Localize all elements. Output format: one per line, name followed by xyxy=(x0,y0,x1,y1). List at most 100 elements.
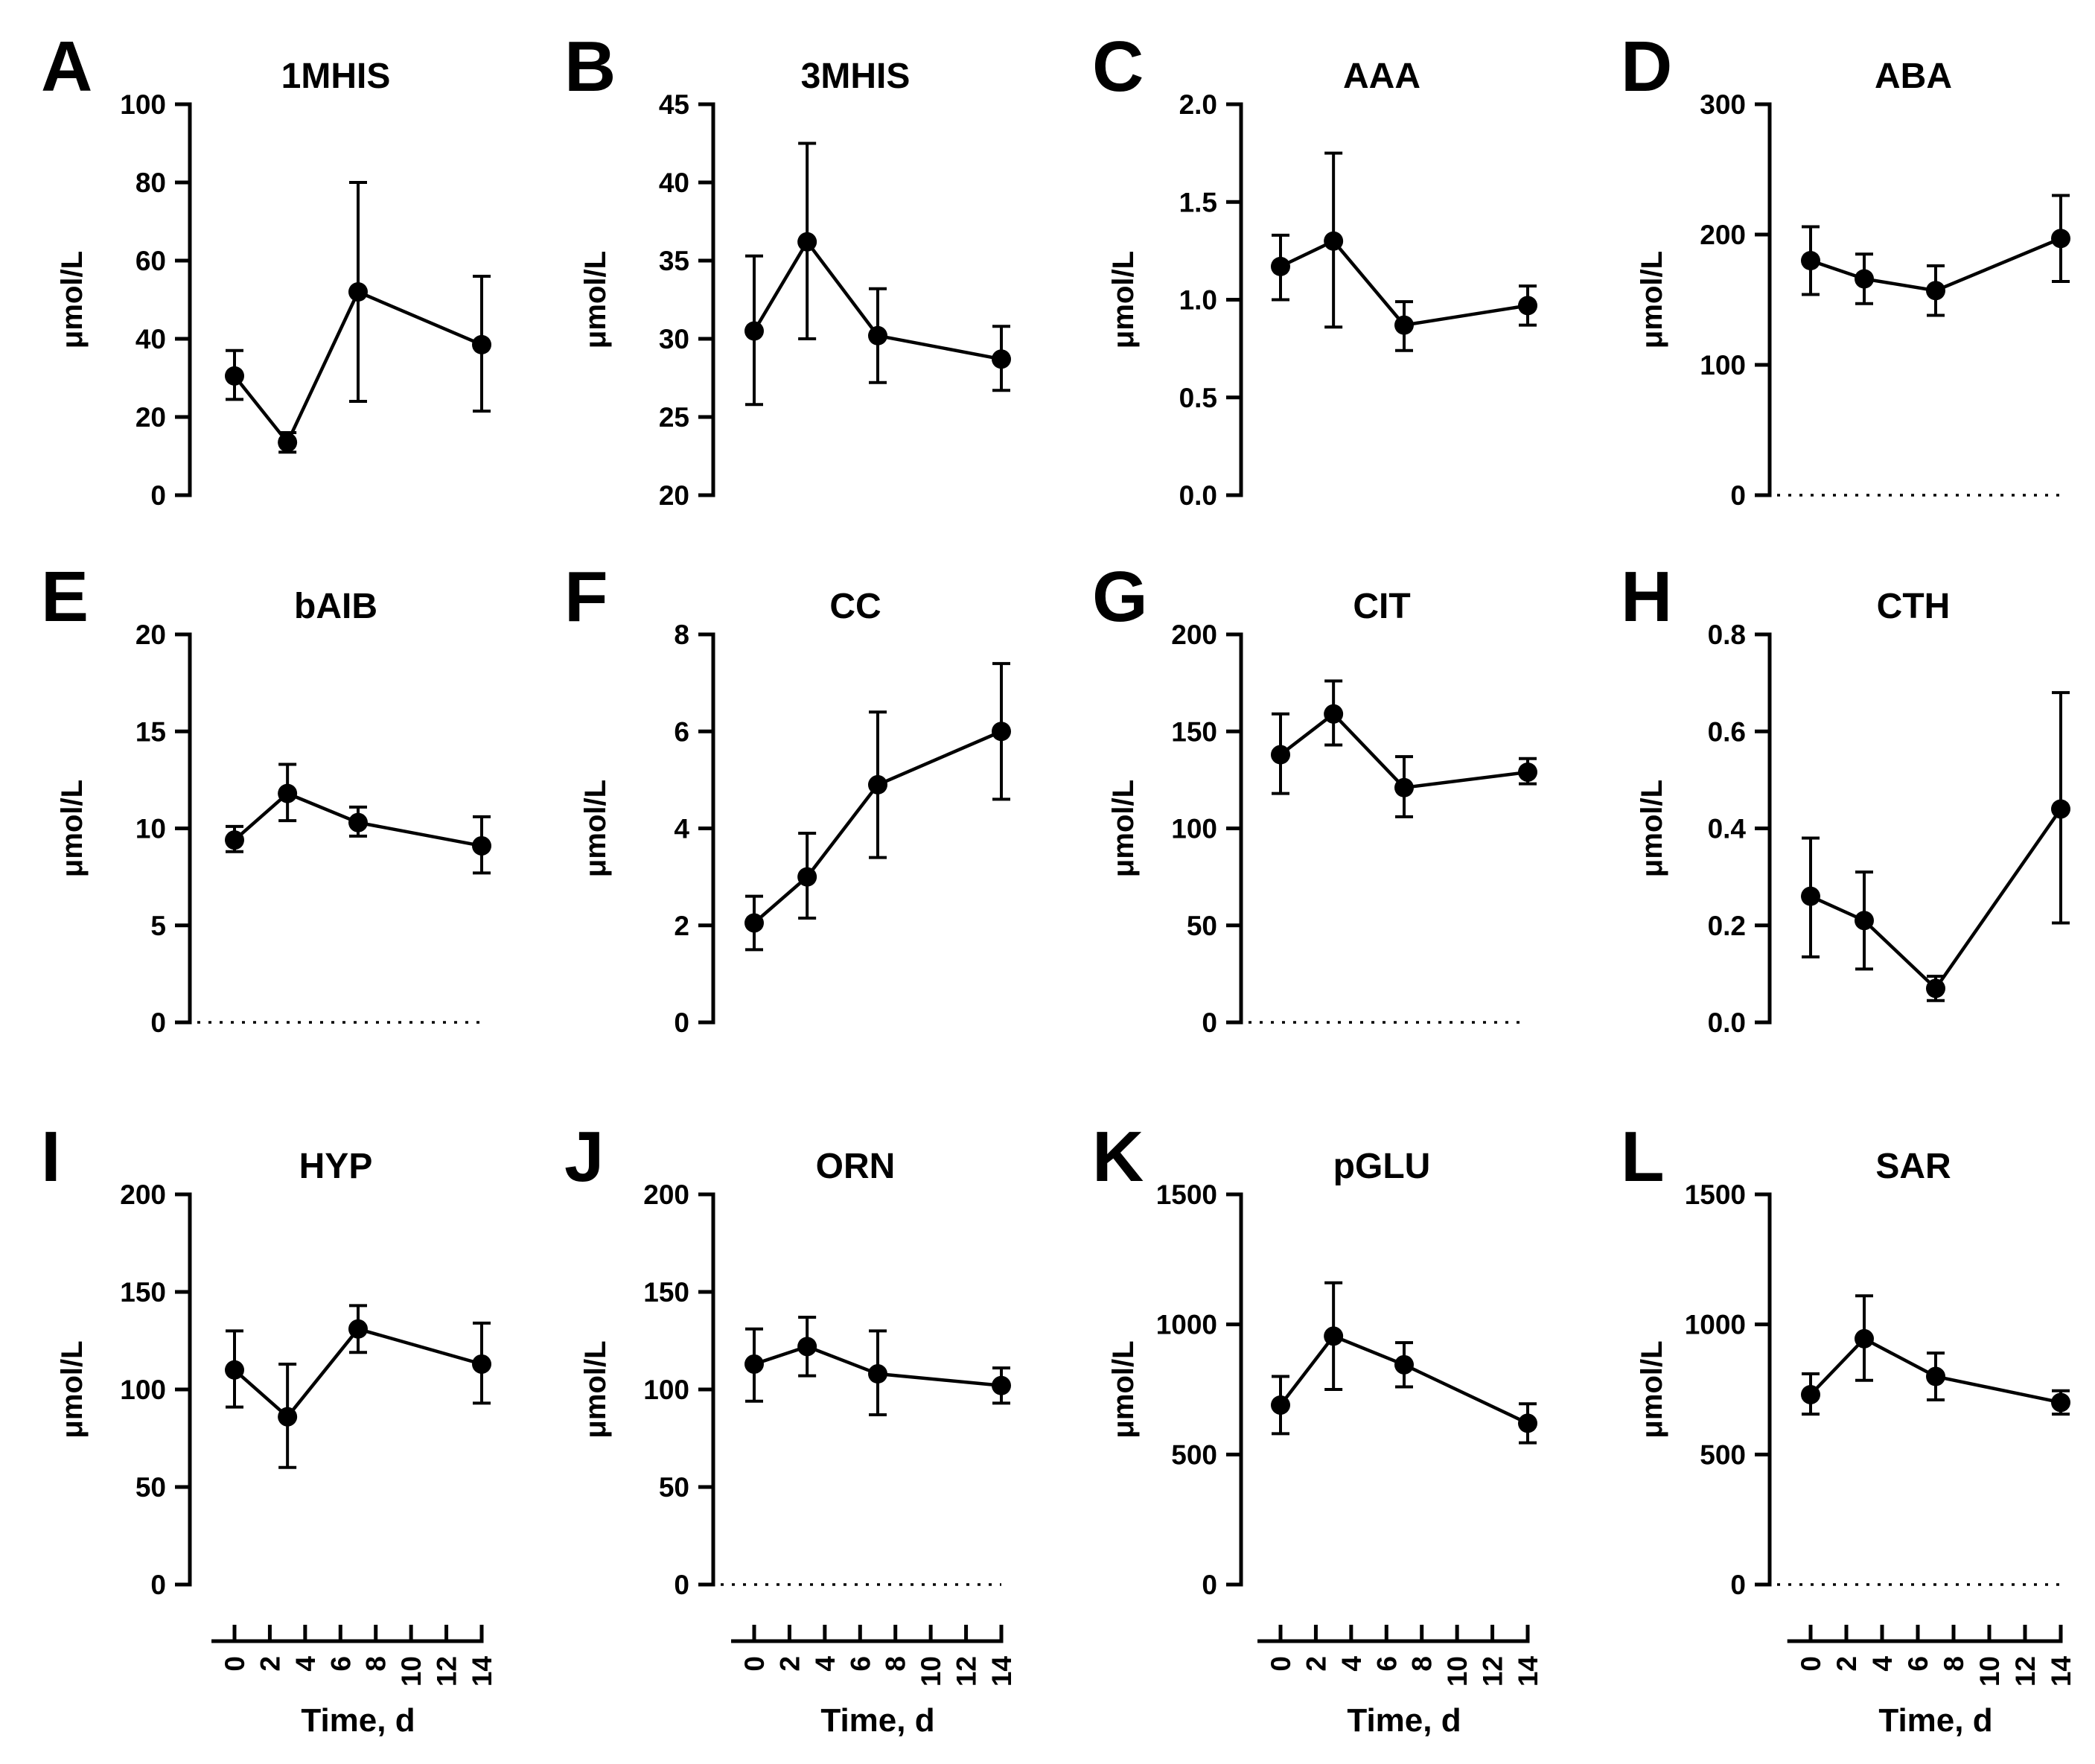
x-tick-label: 0 xyxy=(220,1656,250,1672)
x-tick-label: 14 xyxy=(1513,1656,1543,1687)
y-tick-label: 100 xyxy=(1171,814,1217,844)
y-tick-label: 6 xyxy=(674,716,689,747)
y-tick-label: 10 xyxy=(135,814,166,844)
x-tick-label: 0 xyxy=(739,1656,770,1672)
y-tick-label: 40 xyxy=(659,168,689,198)
y-tick-label: 0 xyxy=(1730,480,1746,511)
series-line xyxy=(1280,239,1528,327)
y-axis-label: μmol/L xyxy=(579,1340,612,1438)
data-point xyxy=(225,1360,244,1380)
y-tick-label: 0.4 xyxy=(1708,814,1747,844)
y-tick-label: 150 xyxy=(643,1277,689,1308)
data-point xyxy=(225,366,244,386)
y-tick-label: 500 xyxy=(1171,1439,1217,1470)
chart-title: CC xyxy=(829,587,881,626)
y-tick-label: 20 xyxy=(135,402,166,433)
x-tick-label: 2 xyxy=(1831,1656,1862,1672)
y-axis-label: μmol/L xyxy=(579,251,612,348)
data-point xyxy=(472,334,491,354)
y-tick-label: 45 xyxy=(659,89,689,120)
panel-letter: G xyxy=(1092,557,1148,637)
x-tick-label: 12 xyxy=(432,1656,462,1687)
chart-title: ORN xyxy=(816,1147,896,1186)
data-point xyxy=(1855,911,1874,931)
panel-letter: K xyxy=(1092,1117,1144,1197)
panel-A: A 1MHIS μmol/L 0 20 40 60 80 100 xyxy=(41,27,491,511)
x-tick-label: 14 xyxy=(467,1656,497,1687)
x-tick-label: 2 xyxy=(1301,1656,1331,1672)
panel-B: B 3MHIS μmol/L 20 25 30 35 40 45 xyxy=(564,27,1011,511)
y-tick-label: 0.2 xyxy=(1708,911,1746,941)
y-axis-label: μmol/L xyxy=(1636,780,1668,877)
y-tick-label: 200 xyxy=(1171,620,1217,650)
y-tick-label: 50 xyxy=(135,1472,166,1503)
data-point xyxy=(225,830,244,850)
x-tick-label: 4 xyxy=(1336,1656,1367,1672)
x-tick-label: 14 xyxy=(986,1656,1017,1687)
series-line xyxy=(1810,237,2061,293)
data-point xyxy=(868,1364,887,1384)
x-tick-label: 12 xyxy=(951,1656,982,1687)
panel-letter: C xyxy=(1092,27,1144,106)
data-point xyxy=(1271,1395,1290,1415)
data-point xyxy=(348,812,368,832)
data-point xyxy=(1324,704,1344,724)
y-tick-label: 0.8 xyxy=(1708,620,1746,650)
panel-C: C AAA μmol/L 0.0 0.5 1.0 1.5 2.0 xyxy=(1092,27,1537,511)
data-point xyxy=(2051,229,2070,249)
data-point xyxy=(1926,978,1945,999)
x-axis-label: Time, d xyxy=(301,1702,415,1739)
y-tick-label: 0 xyxy=(150,1007,166,1038)
series-line xyxy=(753,1345,1002,1387)
data-point xyxy=(1801,1384,1820,1404)
y-tick-label: 0 xyxy=(674,1570,689,1600)
data-point xyxy=(278,1407,298,1427)
chart-title: CIT xyxy=(1353,587,1410,626)
chart-title: 3MHIS xyxy=(801,57,911,96)
y-tick-label: 100 xyxy=(643,1375,689,1405)
y-tick-label: 1.5 xyxy=(1179,187,1217,217)
y-tick-label: 2.0 xyxy=(1179,89,1217,120)
x-tick-label: 10 xyxy=(396,1656,427,1687)
series-line xyxy=(1810,808,2062,990)
y-tick-label: 0.0 xyxy=(1179,480,1217,511)
y-axis-label: μmol/L xyxy=(1107,1340,1140,1438)
y-tick-label: 200 xyxy=(1700,220,1746,250)
data-point xyxy=(1518,296,1537,316)
y-tick-label: 150 xyxy=(120,1277,166,1308)
data-point xyxy=(744,321,764,341)
data-point xyxy=(472,835,491,856)
y-axis-label: μmol/L xyxy=(56,780,89,877)
chart-title: ABA xyxy=(1875,57,1952,96)
x-tick-label: 10 xyxy=(1442,1656,1473,1687)
series-line xyxy=(233,792,482,848)
data-point xyxy=(1855,269,1874,289)
x-tick-label: 8 xyxy=(1407,1656,1438,1672)
y-tick-label: 0 xyxy=(150,1570,166,1600)
data-point xyxy=(2051,1392,2070,1413)
panel-letter: B xyxy=(564,27,616,106)
y-tick-label: 1500 xyxy=(1156,1179,1217,1210)
y-tick-label: 0.6 xyxy=(1708,716,1746,747)
data-point xyxy=(1394,777,1414,797)
y-tick-label: 20 xyxy=(135,620,166,650)
x-tick-label: 4 xyxy=(810,1656,841,1672)
y-tick-label: 80 xyxy=(135,168,166,198)
series-line xyxy=(753,730,1002,925)
series-line xyxy=(233,1327,482,1418)
data-point xyxy=(992,349,1011,369)
data-point xyxy=(797,1337,817,1357)
data-point xyxy=(992,1375,1011,1395)
chart-title: AAA xyxy=(1343,57,1420,96)
y-tick-label: 0 xyxy=(150,480,166,511)
data-point xyxy=(992,722,1011,742)
panel-letter: D xyxy=(1621,27,1672,106)
series-line xyxy=(1279,1334,1528,1425)
data-point xyxy=(868,774,887,795)
panel-letter: F xyxy=(564,557,608,637)
y-tick-label: 500 xyxy=(1700,1439,1746,1470)
